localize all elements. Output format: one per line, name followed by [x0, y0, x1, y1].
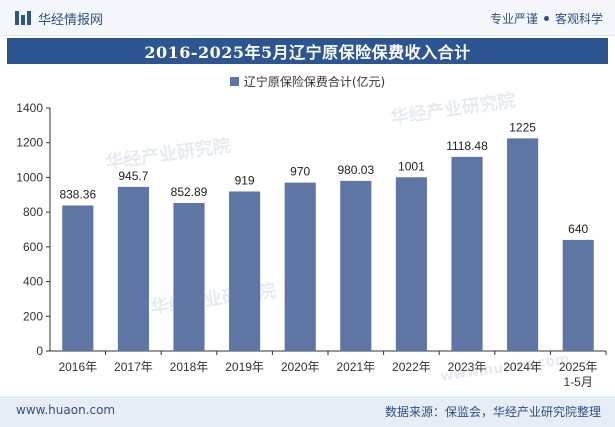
x-tick-label: 2023年	[448, 360, 487, 374]
data-label: 919	[235, 173, 255, 187]
x-tick-label: 2019年	[225, 360, 264, 374]
chart-title: 2016-2025年5月辽宁原保险保费收入合计	[144, 43, 471, 62]
bar[interactable]	[229, 191, 261, 351]
footer-source: 数据来源：保监会，华经产业研究院整理	[384, 405, 601, 419]
brand-logo-icon	[15, 11, 31, 25]
data-label: 1118.48	[446, 139, 488, 153]
y-tick-label: 800	[23, 205, 43, 219]
top-bar: 华经情报网 专业严谨 客观科学	[0, 0, 615, 36]
bar[interactable]	[562, 239, 594, 351]
data-label: 1001	[398, 159, 425, 173]
legend-swatch	[229, 77, 239, 86]
y-tick-label: 600	[23, 240, 43, 254]
brand-name: 华经情报网	[38, 12, 104, 28]
slogan-right: 客观科学	[554, 12, 603, 26]
x-tick-label: 2016年	[58, 360, 97, 374]
data-label: 838.36	[59, 187, 96, 201]
y-tick-label: 0	[36, 344, 43, 358]
bar[interactable]	[62, 205, 94, 351]
bar[interactable]	[117, 186, 149, 351]
y-tick-label: 1400	[16, 101, 43, 115]
chart-legend: 辽宁原保险保费合计(亿元)	[0, 73, 615, 90]
x-tick-label: 2020年	[281, 360, 320, 374]
chart-title-band: 2016-2025年5月辽宁原保险保费收入合计	[7, 38, 608, 64]
data-label: 852.89	[171, 185, 208, 199]
legend-label: 辽宁原保险保费合计(亿元)	[243, 75, 386, 89]
data-label: 945.7	[118, 169, 148, 183]
bar[interactable]	[507, 138, 539, 351]
x-tick-label: 2018年	[170, 360, 209, 374]
data-label: 640	[568, 222, 588, 236]
bar[interactable]	[395, 177, 427, 351]
slogan-left: 专业严谨	[489, 12, 538, 26]
x-tick-label: 2025年	[559, 360, 598, 374]
footer: www.huaon.com 数据来源：保监会，华经产业研究院整理	[0, 396, 615, 427]
footer-website[interactable]: www.huaon.com	[16, 403, 116, 417]
bar-chart: 0 200 400 600 800 1000 1200 1400 838.36 2016年 945.…	[16, 101, 607, 389]
dot-separator-icon	[543, 16, 549, 21]
x-tick-label: 2024年	[503, 360, 542, 374]
x-tick-label: 2021年	[336, 360, 375, 374]
y-tick-label: 1200	[16, 136, 43, 150]
y-tick-label: 400	[23, 275, 43, 289]
x-tick-label: 2017年	[114, 360, 153, 374]
x-tick-label: 2022年	[392, 360, 431, 374]
bar[interactable]	[173, 202, 205, 351]
slogan: 专业严谨 客观科学	[490, 10, 603, 27]
x-tick-label: 1-5月	[564, 375, 593, 389]
bar[interactable]	[284, 182, 316, 351]
y-tick-label: 1000	[16, 170, 43, 184]
data-label: 980.03	[337, 163, 374, 177]
data-label: 970	[290, 165, 310, 179]
brand[interactable]: 华经情报网	[14, 8, 103, 28]
bar[interactable]	[451, 156, 483, 351]
data-label: 1225	[509, 120, 536, 134]
y-tick-label: 200	[23, 309, 43, 323]
bar[interactable]	[340, 180, 372, 351]
